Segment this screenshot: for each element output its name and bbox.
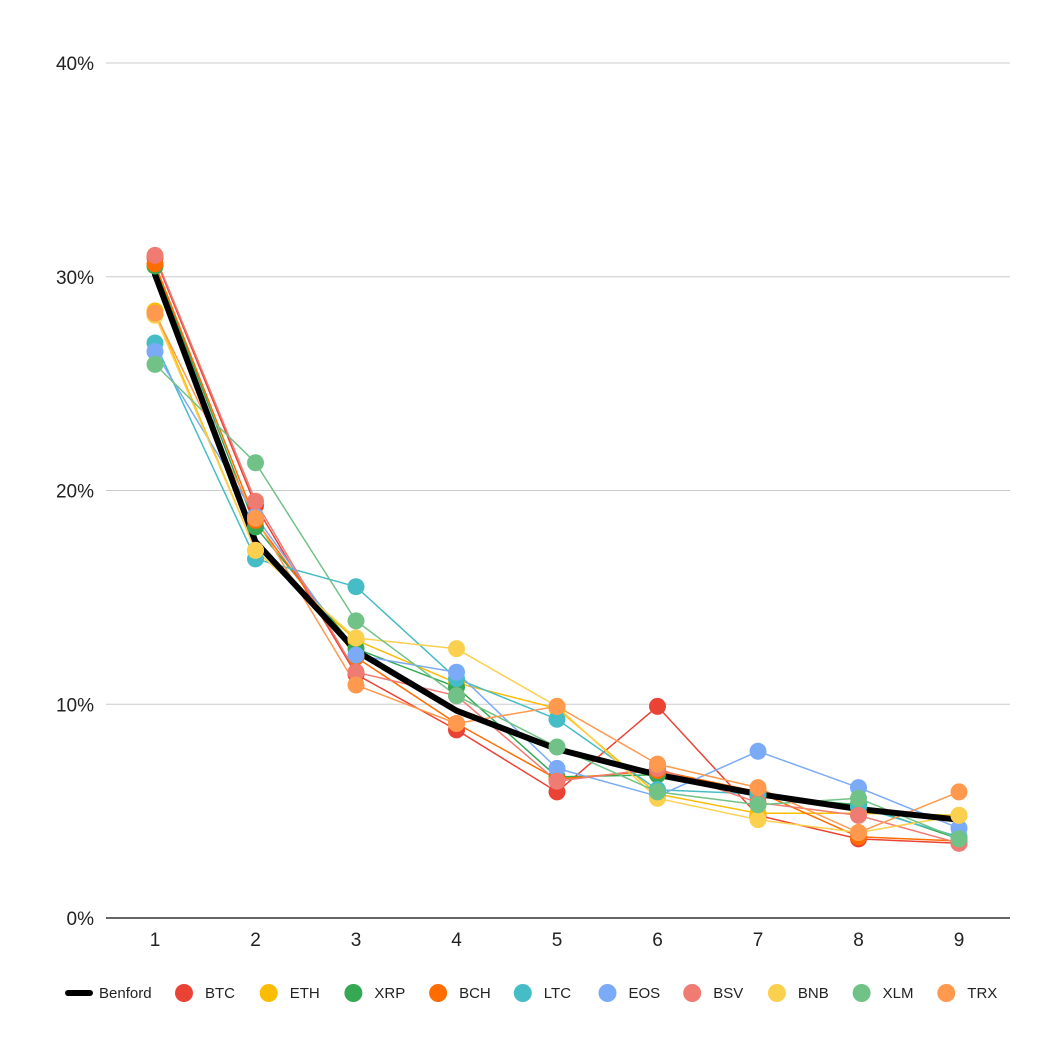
legend-item-xrp[interactable]: XRP (344, 984, 405, 1002)
legend-item-bsv[interactable]: BSV (683, 984, 743, 1002)
legend-label: Benford (99, 985, 152, 1002)
data-point-eos (146, 343, 164, 361)
x-axis-ticks: 1 2 3 4 5 6 7 8 9 (150, 930, 965, 951)
y-tick-label: 30% (56, 268, 94, 289)
y-tick-label: 40% (56, 54, 94, 75)
data-point-bnb (448, 640, 465, 658)
data-point-eos (749, 742, 767, 760)
legend-label: BSV (713, 985, 743, 1002)
data-point-trx (950, 783, 968, 801)
legend-label: BTC (205, 985, 235, 1002)
legend[interactable]: Benford BTC ETH XRP BCH LTC EOS BSV BNB XLM TRX (65, 984, 997, 1002)
data-point-ltc (347, 578, 365, 596)
legend-item-bnb[interactable]: BNB (767, 984, 829, 1002)
legend-swatch (683, 984, 702, 1002)
data-point-trx (548, 697, 566, 715)
gridlines (106, 62, 1010, 705)
data-point-xlm (850, 789, 867, 807)
y-axis-ticks: 0% 10% 20% 30% 40% (56, 54, 94, 930)
legend-item-xlm[interactable]: XLM (852, 984, 914, 1002)
data-point-btc (649, 697, 666, 715)
x-tick-label: 6 (652, 930, 663, 951)
data-point-xlm (749, 796, 767, 814)
data-point-xlm (649, 783, 666, 801)
data-point-bnb (347, 629, 365, 647)
legend-label: XRP (374, 985, 405, 1002)
legend-label: BNB (798, 985, 829, 1002)
data-point-bsv (850, 806, 867, 824)
legend-label: XLM (883, 985, 914, 1002)
data-point-xlm (548, 738, 566, 756)
data-point-bsv (548, 772, 566, 790)
x-tick-label: 8 (853, 930, 864, 951)
legend-swatch (429, 984, 448, 1002)
legend-label: TRX (967, 985, 997, 1002)
data-point-bnb (950, 806, 968, 824)
data-point-eos (448, 663, 465, 681)
data-point-trx (247, 509, 264, 527)
legend-swatch (598, 984, 617, 1002)
legend-swatch (175, 984, 193, 1002)
legend-label: LTC (544, 985, 571, 1002)
series-line-eos (154, 350, 960, 829)
legend-label: ETH (290, 985, 320, 1002)
legend-item-trx[interactable]: TRX (937, 984, 997, 1002)
data-point-bsv (247, 492, 264, 510)
data-point-eos (347, 646, 365, 664)
data-point-xlm (347, 612, 365, 630)
legend-swatch (259, 984, 278, 1002)
data-point-xlm (247, 454, 264, 472)
legend-swatch (344, 984, 363, 1002)
legend-swatch (937, 984, 956, 1002)
data-point-xlm (146, 355, 164, 373)
data-point-xlm (950, 830, 968, 848)
x-tick-label: 1 (150, 930, 161, 951)
legend-swatch (852, 984, 871, 1002)
legend-label: BCH (459, 985, 491, 1002)
legend-item-bch[interactable]: BCH (429, 984, 491, 1002)
legend-label: EOS (629, 985, 661, 1002)
legend-item-eth[interactable]: ETH (259, 984, 320, 1002)
data-point-trx (749, 779, 767, 797)
data-point-bnb (749, 811, 767, 829)
x-tick-label: 4 (451, 930, 462, 951)
data-point-trx (850, 824, 867, 841)
data-point-trx (146, 304, 164, 322)
y-tick-label: 10% (56, 695, 94, 716)
legend-swatch (767, 984, 786, 1002)
data-point-ltc (548, 710, 566, 728)
x-tick-label: 9 (954, 930, 965, 951)
data-point-trx (347, 676, 365, 694)
x-tick-label: 5 (552, 930, 563, 951)
data-point-trx (649, 755, 666, 773)
legend-swatch (513, 984, 532, 1002)
data-point-bsv (347, 663, 365, 681)
data-point-trx (448, 714, 465, 732)
y-tick-label: 0% (67, 909, 95, 930)
data-point-xlm (448, 687, 465, 705)
legend-item-ltc[interactable]: LTC (513, 984, 571, 1002)
legend-item-btc[interactable]: BTC (175, 984, 235, 1002)
x-tick-label: 7 (753, 930, 764, 951)
legend-item-benford[interactable]: Benford (65, 985, 152, 1002)
x-tick-label: 2 (250, 930, 261, 951)
y-tick-label: 20% (56, 482, 94, 503)
x-tick-label: 3 (351, 930, 362, 951)
data-point-eos (548, 759, 566, 777)
data-point-bnb (247, 541, 264, 559)
legend-item-eos[interactable]: EOS (598, 984, 661, 1002)
data-point-bsv (146, 246, 164, 264)
series-points (146, 246, 968, 852)
